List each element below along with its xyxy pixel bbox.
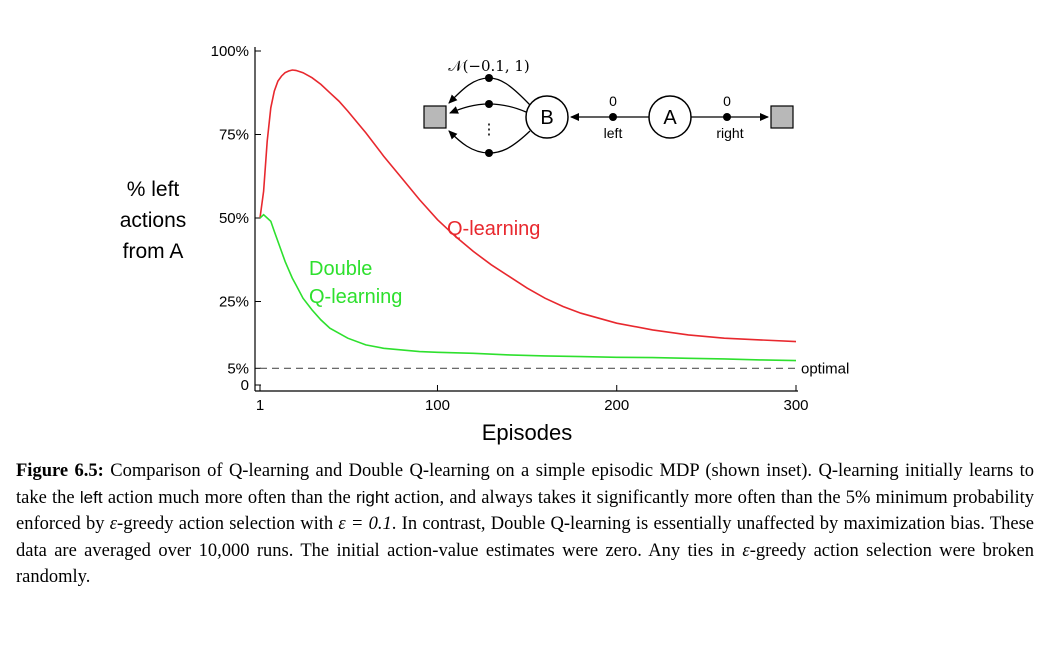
caption-left-word: left: [79, 487, 103, 507]
caption-label: Figure 6.5:: [16, 461, 104, 481]
state-b-label: B: [540, 107, 553, 129]
action-left-dot: [609, 113, 617, 121]
series-label-q-learning: Q-learning: [447, 218, 540, 240]
state-b-node: [525, 95, 569, 139]
x-tick-label: 100: [425, 397, 450, 414]
optimal-label: optimal: [801, 360, 849, 377]
caption-epsilon-2: ε: [742, 540, 750, 561]
y-tick-label: 50%: [219, 210, 249, 227]
x-axis-label: Episodes: [482, 420, 573, 445]
action-right-dot: [723, 113, 731, 121]
action-right-label: right: [716, 125, 743, 141]
terminal-state-left: [423, 105, 447, 129]
plot-axes: [254, 47, 798, 392]
caption-text-4: -greedy action selection with: [117, 514, 334, 534]
reward-dot-bottom: [485, 149, 493, 157]
caption-text-5: . In contrast, Double Q-learning is esse…: [16, 514, 1035, 561]
y-axis-label-line-3: from A: [123, 240, 184, 263]
caption-right-word: right: [355, 487, 390, 507]
y-ticks: 05% 25% 50% 75% 100%: [211, 43, 261, 394]
reward-left-label: 0: [609, 93, 617, 109]
terminal-state-right: [770, 105, 794, 129]
y-tick-label: 100%: [211, 43, 249, 60]
caption-text-6: -greedy action selection were broken ran…: [16, 540, 1035, 588]
caption-text-2: action much more often than the: [107, 487, 351, 508]
series-line-double-q-learning: [259, 213, 797, 362]
figure-caption: Figure 6.5: Comparison of Q-learning and…: [16, 458, 1034, 591]
y-axis-label-line-1: % left: [127, 178, 180, 201]
x-ticks: 1 100 200 300: [256, 385, 809, 414]
y-axis-label-line-2: actions: [120, 209, 187, 232]
y-tick-label: 5%: [227, 360, 249, 377]
state-a-label: A: [663, 107, 677, 129]
reward-dot-middle: [485, 100, 493, 108]
series-line-q-learning: [259, 69, 797, 343]
caption-epsilon-equation: ε = 0.1: [338, 514, 392, 534]
x-tick-label: 200: [604, 397, 629, 414]
action-left-label: left: [604, 125, 623, 141]
caption-text-1: Comparison of Q-learning and Double Q-le…: [16, 461, 1035, 508]
x-tick-label: 300: [783, 397, 808, 414]
y-tick-label: 75%: [219, 127, 249, 144]
vertical-ellipsis: ⋮: [482, 120, 497, 138]
reward-right-label: 0: [723, 93, 731, 109]
mdp-inset-diagram: ⋮ 𝒩(−0.1, 1) B A 0 left 0 right: [423, 57, 794, 157]
series-label-line: Double: [309, 258, 372, 280]
reward-dot-top: [485, 74, 493, 82]
caption-epsilon-1: ε: [109, 514, 118, 534]
caption-text-3: action, and always takes it significantl…: [16, 487, 1035, 535]
y-tick-label: 25%: [219, 294, 249, 311]
x-tick-label: 1: [256, 397, 264, 414]
series-label-double-q-learning: Double Q-learning: [309, 258, 402, 308]
series-label-line: Q-learning: [309, 286, 402, 308]
distribution-label: 𝒩(−0.1, 1): [448, 57, 530, 75]
y-tick-label: 0: [241, 377, 249, 394]
